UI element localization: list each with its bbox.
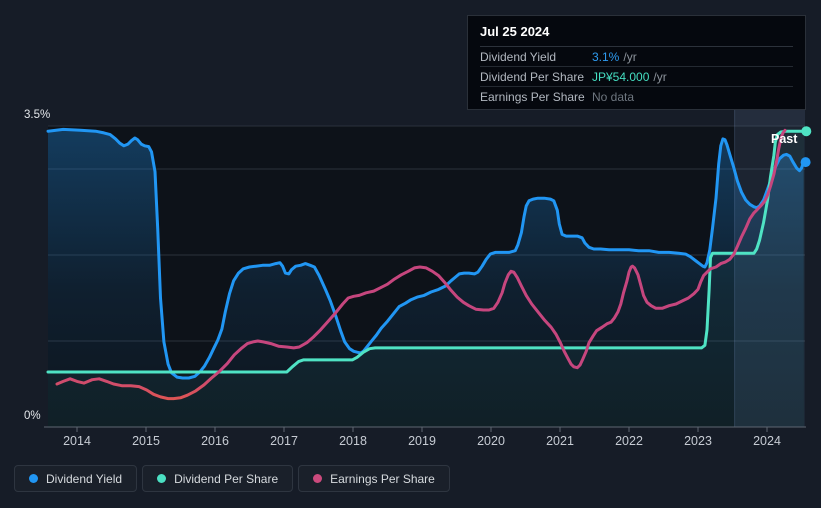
x-axis-tick-label: 2017 <box>270 434 298 448</box>
dividend-history-chart[interactable]: 2014 2015 2016 2017 2018 2019 2020 2021 2022 2023… <box>0 0 821 460</box>
dividend-per-share-end-dot <box>801 126 812 137</box>
x-axis-tick-label: 2014 <box>63 434 91 448</box>
tooltip-row-earnings-per-share: Earnings Per Share No data <box>480 87 793 106</box>
x-axis-tick-label: 2022 <box>615 434 643 448</box>
earnings-per-share-line <box>55 128 787 401</box>
past-label: Past <box>771 132 798 146</box>
tooltip-label: Earnings Per Share <box>480 89 585 104</box>
x-axis-tick-label: 2023 <box>684 434 712 448</box>
x-axis-tick-label: 2018 <box>339 434 367 448</box>
legend-label: Dividend Yield <box>46 471 123 486</box>
tooltip-row-dividend-per-share: Dividend Per Share JP¥54.000 /yr <box>480 67 793 87</box>
tooltip-value: JP¥54.000 <box>592 69 650 84</box>
legend-item-dividend-per-share[interactable]: Dividend Per Share <box>142 465 294 492</box>
y-axis-label: 3.5% <box>24 109 50 121</box>
y-axis-label: 0% <box>24 410 41 422</box>
dividend-yield-line <box>46 127 806 380</box>
tooltip-date: Jul 25 2024 <box>480 18 793 47</box>
tooltip-label: Dividend Yield <box>480 49 557 64</box>
tooltip-row-dividend-yield: Dividend Yield 3.1% /yr <box>480 47 793 67</box>
x-axis-tick-label: 2019 <box>408 434 436 448</box>
chart-legend: Dividend Yield Dividend Per Share Earnin… <box>14 465 450 492</box>
tooltip-unit: /yr <box>653 69 667 84</box>
legend-item-dividend-yield[interactable]: Dividend Yield <box>14 465 138 492</box>
x-axis-tick-label: 2015 <box>132 434 160 448</box>
legend-label: Earnings Per Share <box>330 471 435 486</box>
x-axis-tick-label: 2020 <box>477 434 505 448</box>
tooltip-unit: /yr <box>623 49 637 64</box>
chart-tooltip: Jul 25 2024 Dividend Yield 3.1% /yr Divi… <box>467 15 806 110</box>
dividend-per-share-line <box>46 129 806 374</box>
legend-label: Dividend Per Share <box>174 471 279 486</box>
x-axis-tick-label: 2016 <box>201 434 229 448</box>
x-axis-tick-label: 2024 <box>753 434 781 448</box>
past-band <box>734 110 805 427</box>
legend-item-earnings-per-share[interactable]: Earnings Per Share <box>298 465 450 492</box>
x-axis-tick-label: 2021 <box>546 434 574 448</box>
series-color-dot-icon <box>29 474 38 483</box>
series-color-dot-icon <box>157 474 167 483</box>
dividend-yield-end-dot <box>800 157 811 168</box>
tooltip-label: Dividend Per Share <box>480 69 585 84</box>
tooltip-value: 3.1% <box>592 49 620 64</box>
tooltip-value: No data <box>592 89 635 104</box>
series-color-dot-icon <box>313 474 323 483</box>
